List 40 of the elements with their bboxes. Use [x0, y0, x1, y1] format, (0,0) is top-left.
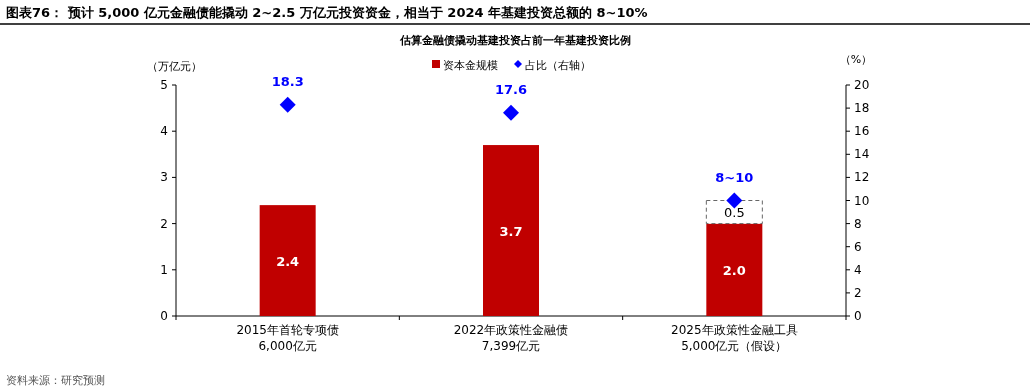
y-tick-label: 4 — [160, 124, 168, 139]
point — [726, 192, 743, 209]
x-tick-label: 2015年首轮专项债 6,000亿元 — [236, 323, 339, 353]
legend-label: 占比（右轴） — [525, 59, 591, 72]
y2-axis-title: （%） — [839, 53, 873, 66]
point — [503, 104, 519, 121]
y2-tick-label: 20 — [854, 78, 870, 92]
data-label: 2.4 — [276, 253, 300, 269]
y2-tick-label: 14 — [854, 147, 870, 162]
data-label: 8~10 — [715, 169, 754, 185]
chart-title: 图表76： 预计 5,000 亿元金融债能撬动 2~2.5 万亿元投资资金，相当于 2024 年基建投资总额的 8~10% — [6, 5, 648, 20]
x-tick-label: 2025年政策性金融工具 5,000亿元（假设） — [671, 323, 798, 353]
y-tick-label: 1 — [160, 262, 168, 277]
y2-tick-label: 10 — [854, 193, 870, 208]
point — [279, 96, 296, 113]
bar — [259, 205, 316, 316]
y2-tick-label: 6 — [854, 239, 862, 254]
data-label: 2.0 — [722, 262, 746, 278]
y2-tick-label: 18 — [854, 101, 870, 116]
data-label: 17.6 — [494, 81, 528, 97]
chart-subtitle: 估算金融债撬动基建投资占前一年基建投资比例 — [398, 34, 631, 47]
data-label: 0.5 — [723, 205, 745, 221]
y2-tick-label: 12 — [854, 170, 870, 185]
bar — [706, 223, 763, 316]
y-tick-label: 5 — [160, 78, 168, 92]
y-tick-label: 2 — [160, 216, 168, 231]
y-axis-title: （万亿元） — [146, 60, 202, 73]
y2-tick-label: 0 — [854, 309, 862, 323]
y2-tick-label: 2 — [854, 285, 862, 300]
bar — [483, 145, 539, 316]
y-tick-label: 3 — [160, 170, 168, 185]
data-label: 18.3 — [271, 73, 304, 89]
legend-label: 资本金规模 — [443, 59, 498, 72]
text: 资料来源：研究预测 — [6, 374, 105, 387]
y2-tick-label: 4 — [854, 262, 862, 277]
data-label: 3.7 — [499, 223, 523, 239]
y2-tick-label: 8 — [854, 216, 862, 231]
x-tick-label: 2022年政策性金融债 7,399亿元 — [453, 323, 569, 353]
y-tick-label: 0 — [160, 309, 168, 323]
y2-tick-label: 16 — [854, 124, 870, 139]
